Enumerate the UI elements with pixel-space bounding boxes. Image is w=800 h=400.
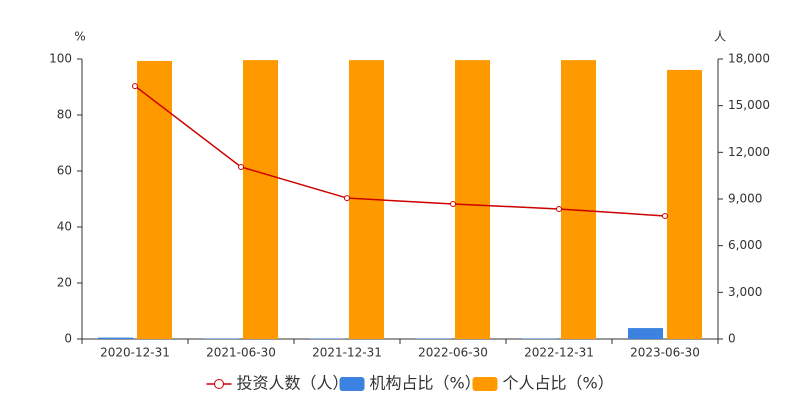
y2-tick-label: 0 [728, 332, 736, 346]
legend-label: 投资人数（人） [237, 374, 349, 393]
legend-swatch [472, 377, 498, 391]
y2-tick-label: 9,000 [728, 192, 762, 206]
line-point [450, 200, 456, 207]
y-tick-label: 100 [49, 52, 72, 66]
legend-label: 个人占比（%） [503, 374, 614, 393]
bar [137, 60, 172, 340]
bar [416, 338, 451, 339]
bar [455, 60, 490, 340]
x-tick-label: 2021-12-31 [312, 346, 382, 360]
line [134, 85, 666, 217]
y-unit: % [74, 30, 85, 44]
line-point [132, 83, 138, 90]
x-tick-label: 2022-06-30 [418, 346, 488, 360]
x-tick-label: 2020-12-31 [100, 346, 170, 360]
y2-tick-label: 12,000 [728, 145, 770, 159]
line-point [344, 195, 350, 202]
bar [310, 338, 345, 339]
bar [243, 60, 278, 340]
y-tick-label: 0 [64, 332, 72, 346]
y-tick-label: 60 [57, 164, 72, 178]
line-point [238, 163, 244, 170]
legend-swatch [214, 379, 224, 389]
x-tick-label: 2023-06-30 [630, 346, 700, 360]
y-tick-label: 20 [57, 276, 72, 290]
bar [628, 328, 663, 339]
bar [561, 60, 596, 340]
y-tick-label: 80 [57, 108, 72, 122]
y2-tick-label: 6,000 [728, 238, 762, 252]
legend-label: 机构占比（%） [370, 374, 481, 393]
line-point [556, 205, 562, 212]
y2-tick-label: 15,000 [728, 98, 770, 112]
bar [667, 69, 702, 340]
y-tick-label: 40 [57, 220, 72, 234]
y2-unit: 人 [714, 30, 726, 44]
x-tick-label: 2022-12-31 [524, 346, 594, 360]
line-point [662, 212, 668, 219]
bar [522, 338, 557, 339]
x-tick-label: 2021-06-30 [206, 346, 276, 360]
legend-swatch [339, 377, 365, 391]
y2-tick-label: 3,000 [728, 285, 762, 299]
bar [204, 338, 239, 339]
y2-tick-label: 18,000 [728, 52, 770, 66]
bar [98, 337, 133, 339]
